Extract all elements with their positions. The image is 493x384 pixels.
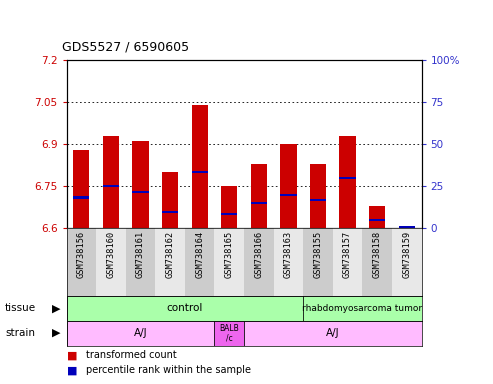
Bar: [73, 197, 90, 199]
Text: GSM738155: GSM738155: [314, 230, 322, 278]
Bar: [221, 186, 237, 228]
Bar: [392, 228, 422, 296]
Text: GSM738166: GSM738166: [254, 230, 263, 278]
Text: A/J: A/J: [134, 328, 147, 338]
Text: GSM738158: GSM738158: [373, 230, 382, 278]
Bar: [339, 177, 355, 179]
Text: ▶: ▶: [52, 328, 61, 338]
Bar: [185, 228, 214, 296]
Bar: [250, 202, 267, 204]
Bar: [250, 164, 267, 228]
Text: GSM738165: GSM738165: [225, 230, 234, 278]
Text: tissue: tissue: [5, 303, 36, 313]
Text: ▶: ▶: [52, 303, 61, 313]
Bar: [214, 321, 244, 346]
Bar: [103, 185, 119, 187]
Text: ■: ■: [67, 350, 77, 360]
Text: percentile rank within the sample: percentile rank within the sample: [86, 366, 251, 376]
Text: ■: ■: [67, 366, 77, 376]
Text: rhabdomyosarcoma tumor: rhabdomyosarcoma tumor: [302, 304, 423, 313]
Bar: [191, 104, 208, 228]
Bar: [369, 206, 386, 228]
Text: BALB
/c: BALB /c: [219, 324, 239, 343]
Text: GSM738157: GSM738157: [343, 230, 352, 278]
Bar: [303, 296, 422, 321]
Bar: [310, 164, 326, 228]
Text: GSM738162: GSM738162: [166, 230, 175, 278]
Bar: [398, 226, 415, 228]
Bar: [162, 210, 178, 213]
Bar: [132, 191, 149, 193]
Text: GDS5527 / 6590605: GDS5527 / 6590605: [62, 41, 189, 54]
Bar: [67, 228, 96, 296]
Bar: [67, 296, 303, 321]
Bar: [339, 136, 355, 228]
Bar: [221, 214, 237, 215]
Text: GSM738160: GSM738160: [106, 230, 115, 278]
Bar: [333, 228, 362, 296]
Bar: [132, 141, 149, 228]
Bar: [362, 228, 392, 296]
Bar: [244, 228, 274, 296]
Bar: [126, 228, 155, 296]
Bar: [244, 321, 422, 346]
Bar: [73, 150, 90, 228]
Bar: [155, 228, 185, 296]
Bar: [103, 136, 119, 228]
Bar: [280, 144, 296, 228]
Text: A/J: A/J: [326, 328, 340, 338]
Text: GSM738164: GSM738164: [195, 230, 204, 278]
Text: GSM738159: GSM738159: [402, 230, 411, 278]
Bar: [96, 228, 126, 296]
Bar: [303, 228, 333, 296]
Bar: [280, 194, 296, 196]
Text: GSM738163: GSM738163: [284, 230, 293, 278]
Text: GSM738161: GSM738161: [136, 230, 145, 278]
Bar: [214, 228, 244, 296]
Text: control: control: [167, 303, 203, 313]
Bar: [67, 321, 214, 346]
Bar: [191, 171, 208, 173]
Bar: [310, 199, 326, 201]
Bar: [398, 226, 415, 228]
Text: transformed count: transformed count: [86, 350, 177, 360]
Bar: [162, 172, 178, 228]
Bar: [274, 228, 303, 296]
Text: strain: strain: [5, 328, 35, 338]
Text: GSM738156: GSM738156: [77, 230, 86, 278]
Bar: [369, 219, 386, 221]
